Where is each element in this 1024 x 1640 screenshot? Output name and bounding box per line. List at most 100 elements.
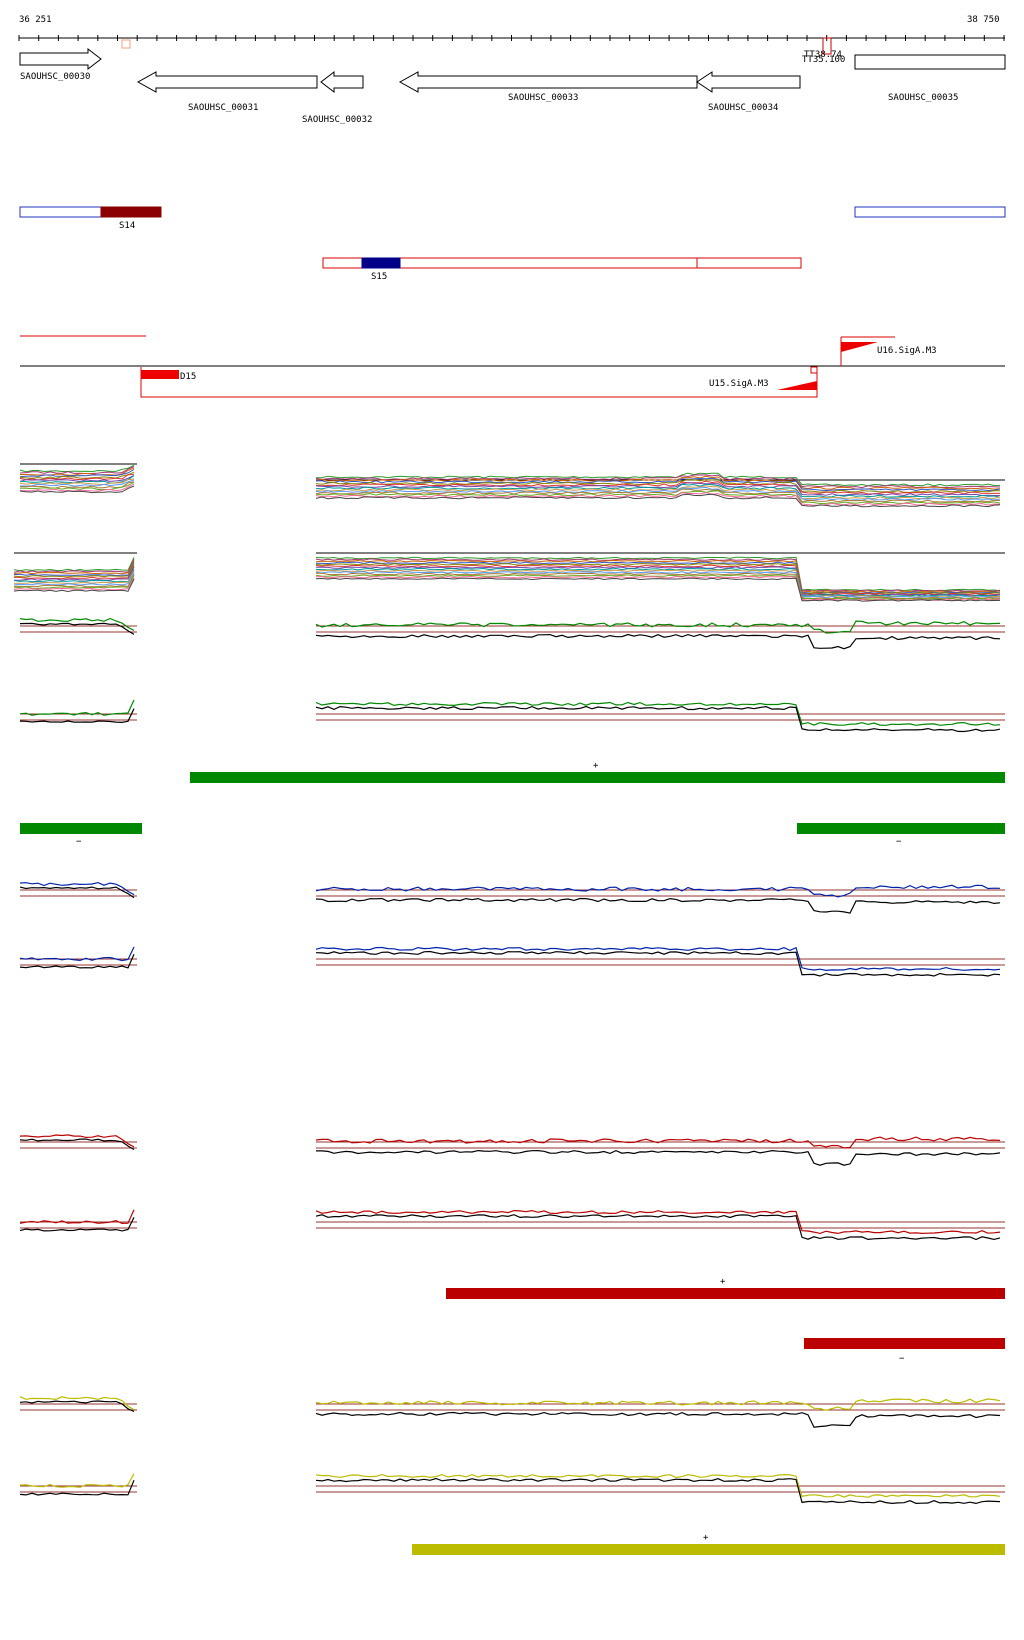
expression-line [13,572,135,586]
transcript-bars-green: + − − [20,761,1005,847]
expression-line [13,575,135,589]
segment-blue-left[interactable] [19,206,102,218]
segment-track: S14 S15 [19,206,1006,282]
expression-line [19,478,135,486]
expression-line-color [19,1209,135,1225]
terminator-marker[interactable] [822,37,832,55]
expression-line [315,485,1001,500]
coordinate-ruler: 36 251 38 750 [18,15,1005,41]
expression-line-color [315,884,1001,898]
expression-line [19,481,135,489]
expression-line [316,572,1000,600]
ruler-ticks [18,35,1005,41]
ruler-start-label: 36 251 [19,15,52,25]
transcript-yellow-plus[interactable] [412,1544,1005,1555]
transcript-green-plus[interactable] [190,772,1005,783]
expression-line [315,574,1001,601]
segment-s15[interactable] [361,257,401,269]
expression-track-multi-minus [13,552,1005,602]
expression-line [315,491,1001,506]
expression-line [13,562,135,577]
transcript-red-plus[interactable] [446,1288,1005,1299]
expression-line [315,488,1001,503]
strand-minus-mark: − [76,837,82,847]
gene-arrow-00030[interactable] [19,47,102,71]
gene-label-00031: SAOUHSC_00031 [188,103,258,113]
expression-line-black [19,622,135,635]
gene-arrow-00033[interactable] [398,71,698,93]
expression-line-color [19,1396,135,1411]
gene-label-00030: SAOUHSC_00030 [20,72,90,82]
transcript-red-minus[interactable] [804,1338,1005,1349]
transcript-bars-red: + − [446,1277,1005,1364]
expression-track-yellow-plus [19,1396,1005,1428]
expression-line [315,490,1001,505]
expression-line-black [19,1400,135,1413]
expression-line [315,567,1001,597]
expression-line [14,565,135,580]
expression-line [19,479,135,487]
gene-label-00034: SAOUHSC_00034 [708,103,778,113]
expression-track-multi-plus [19,463,1005,508]
expression-line-black [315,1477,1001,1505]
gene-label-00032: SAOUHSC_00032 [302,115,372,125]
expression-line [19,474,135,483]
expression-line [13,577,135,591]
expression-line-color [19,1473,135,1488]
segment-s14-label: S14 [119,221,135,231]
strand-minus-mark: − [899,1354,905,1364]
misc-feature-marker [121,39,131,49]
expression-line-black [315,950,1001,977]
segment-s14[interactable] [100,206,162,218]
expression-line-color [19,881,135,896]
promoter-u15-flag[interactable] [777,381,817,390]
strand-minus-mark: − [896,837,902,847]
expression-track-red-minus [19,1209,1005,1241]
expression-line [19,483,135,492]
expression-line [13,558,135,573]
expression-line [13,564,135,578]
expression-line [19,485,135,494]
expression-line-black [316,1149,1001,1166]
expression-line-black [19,1217,135,1232]
expression-line-black [315,705,1001,733]
expression-line-color [315,620,1001,634]
segment-s15-label: S15 [371,272,387,282]
transcript-bars-yellow: + [412,1533,1005,1555]
gene-track: SAOUHSC_00030 SAOUHSC_00031 SAOUHSC_0003… [19,37,1006,125]
expression-track-blue-minus [19,946,1005,977]
segment-red-main[interactable] [322,257,802,269]
gene-arrow-00031[interactable] [136,71,318,93]
gene-arrow-00035[interactable] [854,54,1006,70]
expression-line [315,483,1001,498]
expression-line [315,577,1001,602]
transcript-green-minus-left[interactable] [20,823,142,834]
regulation-u16-label: U16.SigA.M3 [877,346,937,356]
expression-line [315,571,1001,599]
expression-line [19,466,135,475]
regulation-d15-label: D15 [180,372,196,382]
expression-line-black [315,897,1001,914]
segment-blue-right[interactable] [854,206,1006,218]
regulation-d15-box[interactable] [141,370,179,379]
expression-line-black [19,954,135,969]
expression-line-color [19,946,135,962]
expression-line [13,569,135,583]
expression-line [315,474,1001,489]
expression-line [13,570,135,584]
gene-arrow-00032[interactable] [320,70,364,94]
expression-line-black [19,708,135,724]
promoter-u16-flag[interactable] [841,342,878,352]
gene-label-00033: SAOUHSC_00033 [508,93,578,103]
expression-line [315,559,1001,593]
expression-line-black [19,1479,135,1496]
expression-line [315,566,1001,597]
regulation-track: D15 U15.SigA.M3 U16.SigA.M3 [20,335,1005,398]
transcript-green-minus-right[interactable] [797,823,1005,834]
expression-track-green-minus [19,699,1005,733]
gene-arrow-00034[interactable] [696,71,801,93]
expression-line [19,481,135,491]
expression-line [13,557,135,572]
expression-line-black [315,1411,1001,1428]
